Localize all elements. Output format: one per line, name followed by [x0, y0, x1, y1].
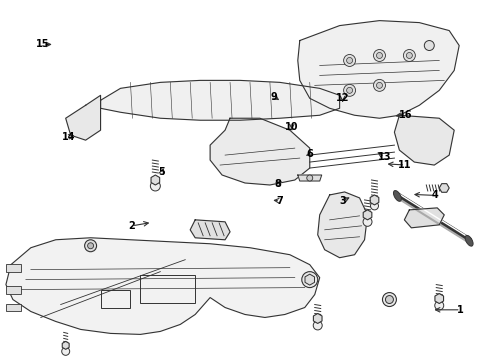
- Polygon shape: [298, 175, 322, 181]
- Polygon shape: [66, 95, 100, 140]
- Polygon shape: [6, 238, 319, 334]
- Bar: [6, 285, 21, 293]
- Circle shape: [403, 50, 416, 62]
- Circle shape: [307, 175, 313, 181]
- Circle shape: [406, 53, 413, 58]
- Circle shape: [346, 87, 353, 93]
- Polygon shape: [100, 80, 340, 120]
- Circle shape: [343, 54, 356, 67]
- Text: 16: 16: [399, 110, 413, 120]
- Ellipse shape: [393, 190, 401, 201]
- Polygon shape: [404, 208, 444, 228]
- Text: 7: 7: [277, 196, 284, 206]
- Bar: [141, 275, 195, 302]
- Polygon shape: [190, 220, 230, 240]
- Circle shape: [150, 181, 160, 191]
- Text: 15: 15: [36, 40, 49, 49]
- Ellipse shape: [465, 235, 473, 246]
- Circle shape: [376, 82, 383, 88]
- Text: 3: 3: [339, 196, 346, 206]
- Polygon shape: [394, 115, 454, 165]
- Circle shape: [313, 321, 322, 330]
- Text: 4: 4: [432, 190, 439, 201]
- Circle shape: [62, 347, 70, 355]
- Circle shape: [383, 293, 396, 306]
- Circle shape: [346, 58, 353, 63]
- Text: 5: 5: [159, 167, 166, 177]
- Text: 6: 6: [306, 149, 313, 159]
- Circle shape: [343, 84, 356, 96]
- Circle shape: [302, 272, 318, 288]
- Text: 12: 12: [336, 93, 349, 103]
- Circle shape: [424, 41, 434, 50]
- Text: 11: 11: [398, 160, 412, 170]
- Bar: [6, 303, 21, 311]
- Bar: [6, 264, 21, 272]
- Polygon shape: [210, 118, 310, 185]
- Circle shape: [373, 50, 386, 62]
- Circle shape: [370, 202, 378, 210]
- Text: 10: 10: [285, 122, 298, 132]
- Text: 2: 2: [128, 221, 135, 231]
- Text: 1: 1: [457, 305, 464, 315]
- Circle shape: [88, 243, 94, 249]
- Circle shape: [376, 53, 383, 58]
- Polygon shape: [318, 192, 368, 258]
- Text: 8: 8: [275, 179, 282, 189]
- Circle shape: [386, 296, 393, 303]
- Circle shape: [85, 240, 97, 252]
- Bar: [100, 289, 130, 307]
- Text: 13: 13: [378, 152, 392, 162]
- Text: 9: 9: [271, 92, 278, 102]
- Circle shape: [363, 217, 372, 226]
- Circle shape: [435, 301, 444, 310]
- Circle shape: [373, 80, 386, 91]
- Polygon shape: [298, 21, 459, 118]
- Text: 14: 14: [62, 132, 75, 142]
